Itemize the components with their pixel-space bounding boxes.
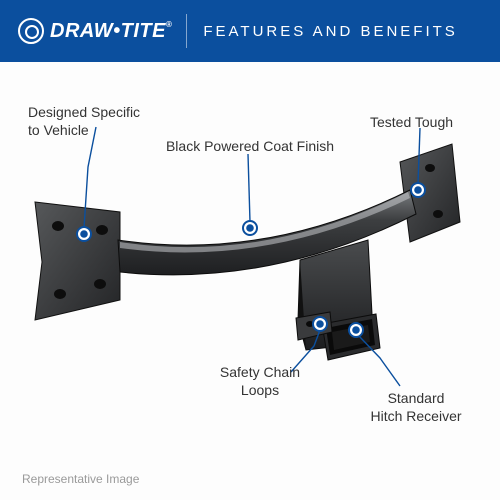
brand-logo: DRAW•TITE® <box>18 18 172 44</box>
callout-receiver: StandardHitch Receiver <box>356 390 476 425</box>
header-subtitle: FEATURES AND BENEFITS <box>203 23 457 40</box>
header-divider <box>186 14 187 48</box>
callout-finish: Black Powered Coat Finish <box>150 138 350 156</box>
callout-designed: Designed Specificto Vehicle <box>28 104 168 139</box>
cross-bar <box>118 190 416 275</box>
left-bracket <box>35 202 120 320</box>
brand-name: DRAW•TITE® <box>50 20 172 43</box>
header-bar: DRAW•TITE® FEATURES AND BENEFITS <box>0 0 500 62</box>
diagram-canvas: Designed Specificto Vehicle Black Powere… <box>0 62 500 500</box>
callout-loops: Safety ChainLoops <box>210 364 310 399</box>
hitch-ball-icon <box>18 18 44 44</box>
callout-tested: Tested Tough <box>370 114 480 132</box>
footer-note: Representative Image <box>22 472 139 486</box>
